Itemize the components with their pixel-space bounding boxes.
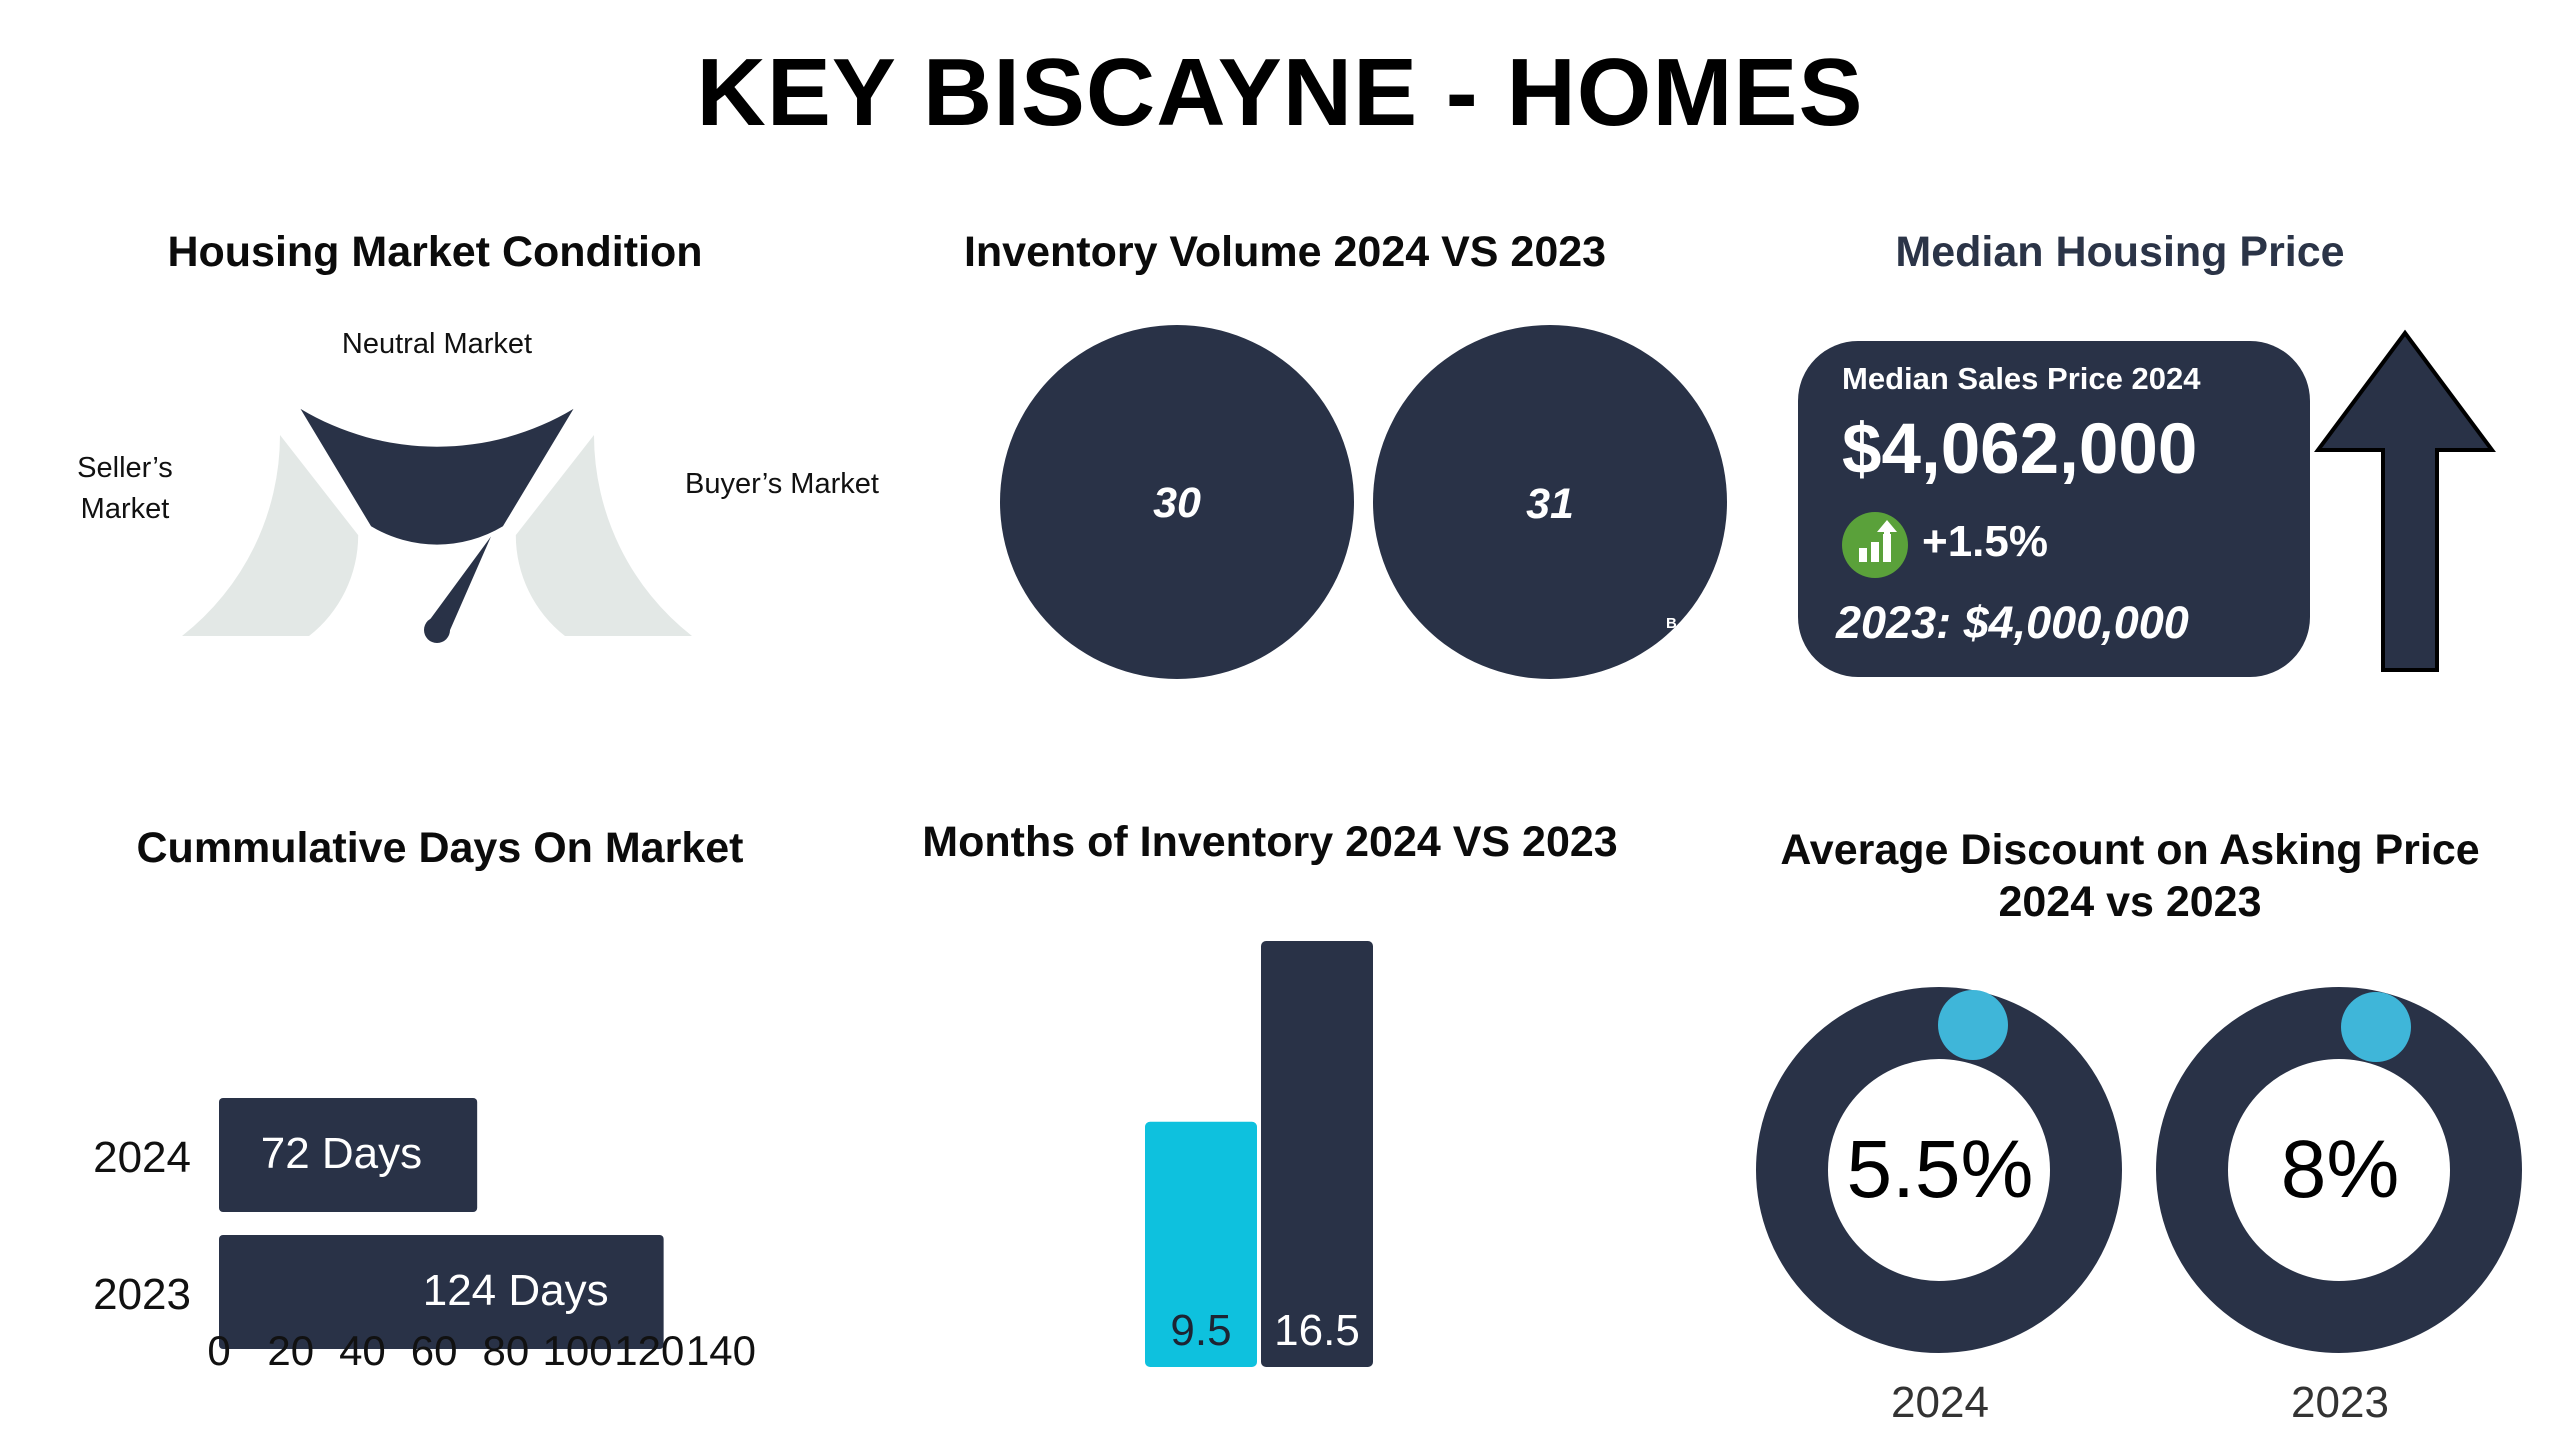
up-arrow-icon — [2314, 329, 2496, 672]
discount-marker-2024 — [1938, 990, 2008, 1060]
months-inventory-chart: 9.5 16.5 — [1145, 941, 1373, 1367]
moi-bar-2 — [1261, 941, 1373, 1367]
dom-x-tick: 20 — [267, 1327, 314, 1374]
gauge-label-buyer: Buyer’s Market — [685, 468, 879, 500]
discount-year-2024: 2024 — [1891, 1378, 1989, 1427]
discount-donut-2023 — [2156, 987, 2522, 1353]
inventory-circle-2024 — [1000, 325, 1354, 679]
discount-donuts: 5.5% 2024 8% 2023 — [1756, 987, 2522, 1427]
moi-bar-1 — [1145, 1121, 1257, 1367]
inventory-circle-2023 — [1373, 325, 1727, 679]
inventory-value-2023: 31 — [1526, 480, 1574, 528]
gauge-label-seller-line2: Market — [81, 493, 170, 525]
dom-x-tick: 120 — [614, 1327, 684, 1374]
gauge-segment-buyer — [515, 435, 692, 636]
median-price-change: +1.5% — [1922, 517, 2048, 566]
discount-title-line1: Average Discount on Asking Price — [1780, 826, 2480, 874]
dom-x-tick: 0 — [207, 1327, 230, 1374]
dom-x-tick: 40 — [339, 1327, 386, 1374]
dom-x-tick: 140 — [686, 1327, 756, 1374]
months-inventory-title: Months of Inventory 2024 VS 2023 — [922, 818, 1618, 866]
dom-category-2023: 2023 — [93, 1270, 191, 1319]
moi-bar-label-1: 9.5 — [1170, 1306, 1231, 1355]
discount-marker-2023 — [2341, 992, 2411, 1062]
dom-bar-2024 — [219, 1098, 478, 1212]
inventory-value-2024: 30 — [1153, 479, 1201, 527]
moi-bar-label-2: 16.5 — [1274, 1306, 1360, 1355]
dom-x-tick: 80 — [482, 1327, 529, 1374]
discount-value-2023: 8% — [2281, 1124, 2400, 1215]
discount-value-2024: 5.5% — [1847, 1124, 2034, 1215]
discount-title-line2: 2024 vs 2023 — [1998, 878, 2262, 926]
dom-x-tick: 100 — [543, 1327, 613, 1374]
market-gauge: Neutral Market Seller’s Market Buyer’s M… — [77, 328, 879, 643]
days-on-market-chart: 72 Days 2024 124 Days 2023 0 20 40 60 80 100 120 14… — [93, 1098, 756, 1374]
dom-x-tick: 60 — [411, 1327, 458, 1374]
gauge-needle-hub — [424, 617, 450, 643]
discount-title: Average Discount on Asking Price 2024 vs… — [1720, 824, 2540, 928]
dom-bar-2023 — [219, 1235, 664, 1349]
median-price-card: Median Sales Price 2024 $4,062,000 +1.5%… — [1798, 341, 2310, 677]
gauge-segment-neutral — [300, 408, 574, 545]
bar-chart-up-icon — [1842, 512, 1908, 578]
gauge-needle — [426, 536, 491, 636]
median-price-label: Median Sales Price 2024 — [1842, 361, 2201, 396]
median-price-previous: 2023: $4,000,000 — [1836, 597, 2189, 648]
inventory-volume-circles: 30 31 B — [1000, 325, 1727, 679]
gauge-label-neutral: Neutral Market — [342, 328, 532, 360]
inventory-volume-title: Inventory Volume 2024 VS 2023 — [963, 228, 1607, 276]
median-price-title: Median Housing Price — [1895, 228, 2345, 276]
page-title: KEY BISCAYNE - HOMES — [696, 39, 1864, 146]
inventory-overflow-text: B — [1666, 615, 1677, 632]
gauge-label-seller-line1: Seller’s — [77, 452, 173, 484]
dom-bar-label-2024: 72 Days — [261, 1129, 422, 1178]
days-on-market-title: Cummulative Days On Market — [136, 824, 744, 872]
gauge-segment-seller — [182, 435, 359, 636]
median-price-value: $4,062,000 — [1842, 410, 2198, 489]
discount-year-2023: 2023 — [2291, 1378, 2389, 1427]
dom-category-2024: 2024 — [93, 1133, 191, 1182]
dom-bar-label-2023: 124 Days — [423, 1266, 609, 1315]
market-condition-title: Housing Market Condition — [167, 228, 703, 276]
